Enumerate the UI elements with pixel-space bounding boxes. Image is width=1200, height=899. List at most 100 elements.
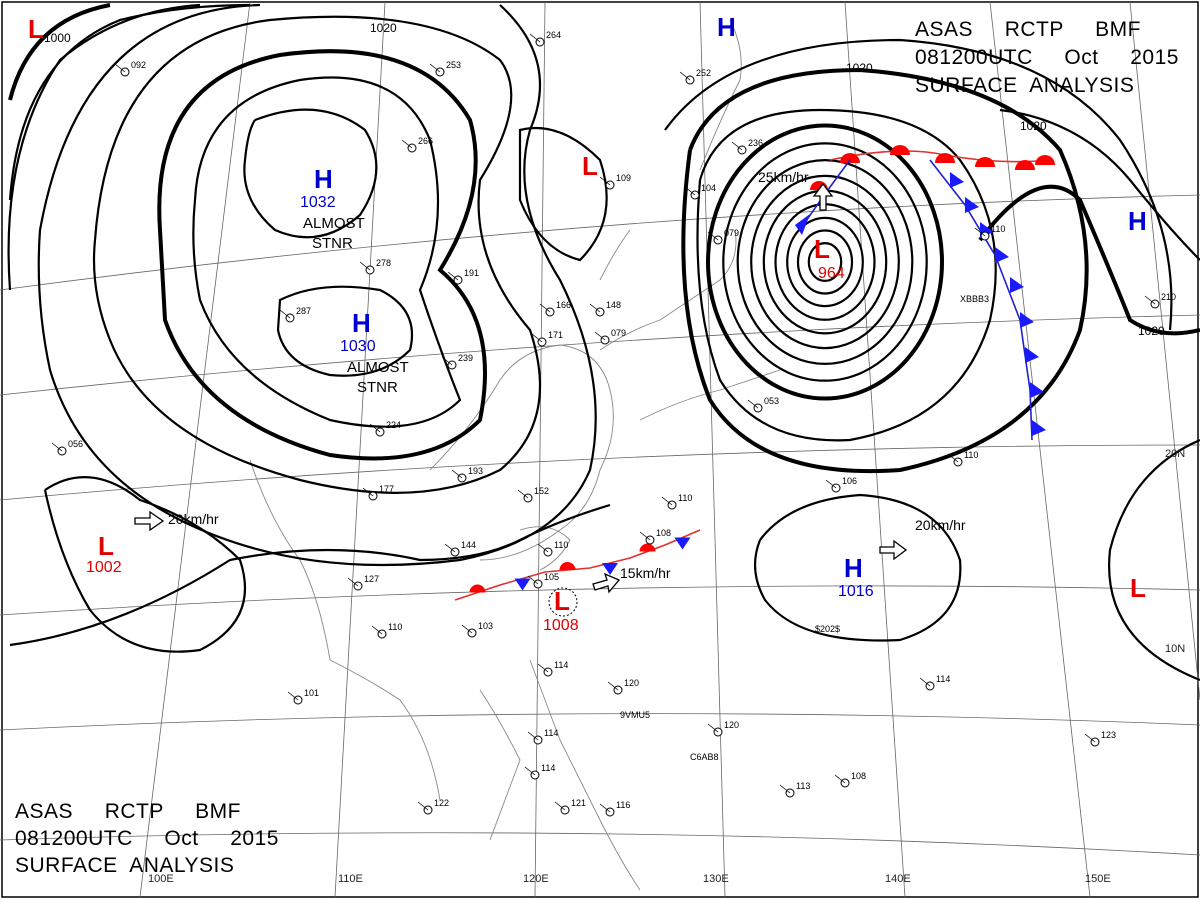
warm-front-symbol — [559, 562, 576, 570]
station-plot: 252 — [679, 68, 711, 85]
station-code: $202$ — [815, 624, 840, 634]
station-plot: 122 — [417, 798, 449, 815]
station-plots: 264 253 252 092 266 236 109 104 079 191 278 287 239 1… — [51, 30, 1176, 817]
cold-front-symbol — [1030, 382, 1044, 398]
station-pressure: 079 — [611, 328, 626, 338]
station-code: C6AB8 — [690, 752, 719, 762]
station-pressure: 122 — [434, 798, 449, 808]
wind-barb — [347, 577, 359, 587]
wind-barb — [444, 543, 456, 553]
isobar-line — [722, 142, 928, 382]
isobar-line — [807, 242, 843, 283]
station-plot: 224 — [369, 420, 401, 437]
station-pressure: 114 — [936, 674, 950, 684]
cold-front-symbol — [602, 563, 618, 575]
station-pressure: 127 — [364, 574, 379, 584]
station-pressure: 104 — [701, 183, 716, 193]
almost-stnr-line: STNR — [357, 379, 398, 396]
wind-barb — [554, 801, 566, 811]
station-pressure: 210 — [1161, 292, 1176, 302]
wind-barb — [834, 774, 846, 784]
wind-barb — [747, 399, 759, 409]
low-center-letter: L — [98, 531, 114, 561]
station-pressure: 278 — [376, 258, 391, 268]
wind-barb — [401, 139, 413, 149]
wind-barb — [279, 309, 291, 319]
station-pressure: 177 — [379, 484, 394, 494]
header-line: 081200UTC Oct 2015 — [15, 827, 279, 850]
station-plot: 114 — [524, 763, 555, 780]
stationary-notes: ALMOST STNR ALMOST STNR — [303, 215, 409, 396]
wind-barb — [661, 496, 673, 506]
isobar-line — [92, 15, 542, 494]
station-pressure: 239 — [458, 353, 473, 363]
station-pressure: 120 — [724, 720, 739, 730]
station-plot: 287 — [279, 306, 311, 323]
station-plot: 191 — [447, 268, 479, 285]
grid-labels: 100E 110E 120E 130E 140E 150E 20N 10N — [148, 448, 1185, 885]
wind-barb — [599, 176, 611, 186]
station-pressure: 152 — [534, 486, 549, 496]
isobar-line — [753, 493, 962, 642]
isobar-label: 1020 — [1138, 324, 1165, 338]
station-pressure: 110 — [388, 622, 402, 632]
motion-arrow-icon — [879, 539, 908, 561]
warm-front-symbol — [975, 157, 995, 167]
isobar-line — [37, 3, 597, 567]
motion-speed: 25km/hr — [758, 169, 809, 185]
station-plot: 079 — [594, 328, 626, 345]
motion-arrow-icon — [812, 182, 834, 211]
isobar-label: 1000 — [44, 31, 71, 45]
cold-front-symbol — [1010, 277, 1024, 293]
lon-label: 100E — [148, 873, 174, 885]
cold-front-symbol — [674, 537, 691, 550]
warm-front-symbol — [890, 145, 910, 155]
header-line: SURFACE ANALYSIS — [915, 74, 1134, 97]
station-plot: 114 — [919, 674, 950, 691]
low-center-value: 1002 — [86, 559, 122, 576]
wind-barb — [362, 487, 374, 497]
isobar-line — [9, 503, 611, 647]
station-pressure: 193 — [468, 466, 483, 476]
almost-stnr-line: ALMOST — [347, 359, 409, 376]
station-plot: 253 — [429, 60, 461, 77]
station-plot: 110 — [371, 622, 402, 639]
station-plot: 127 — [347, 574, 379, 591]
station-plot: 210 — [1144, 292, 1176, 309]
wind-barb — [417, 801, 429, 811]
station-pressure: 101 — [304, 688, 319, 698]
station-pressure: 121 — [571, 798, 586, 808]
station-plot: 113 — [779, 781, 810, 798]
station-plot: 239 — [441, 353, 473, 370]
cold-front-symbol — [514, 578, 531, 591]
isobar-line — [706, 123, 944, 401]
station-plot: 193 — [451, 466, 483, 483]
station-pressure: 236 — [748, 138, 763, 148]
high-center-value: 1032 — [300, 194, 336, 211]
motion-arrow-icon — [134, 510, 165, 532]
header-bottom-left: ASAS RCTP BMF 081200UTC Oct 2015 SURFACE… — [15, 800, 279, 877]
cold-front-symbol — [1032, 420, 1046, 436]
motion-speed: 20km/hr — [168, 511, 219, 527]
wind-barb — [517, 489, 529, 499]
wind-barb — [371, 625, 383, 635]
wind-barb — [825, 479, 837, 489]
lon-label: 150E — [1085, 873, 1111, 885]
station-plot: 108 — [639, 528, 671, 545]
low-center-letter: L — [582, 151, 598, 181]
high-center-letter: H — [1128, 206, 1147, 236]
almost-stnr-line: STNR — [312, 235, 353, 252]
station-pressure: 166 — [556, 300, 571, 310]
station-plot: 123 — [1084, 730, 1116, 747]
wind-barb — [451, 469, 463, 479]
station-plot: 110 — [974, 224, 1005, 241]
high-center-letter: H — [844, 553, 863, 583]
station-pressure: 287 — [296, 306, 311, 316]
wind-barb — [607, 681, 619, 691]
lon-label: 130E — [703, 873, 729, 885]
station-pressure: 113 — [796, 781, 810, 791]
header-top-right: ASAS RCTP BMF 081200UTC Oct 2015 SURFACE… — [915, 18, 1178, 97]
wind-barb — [589, 303, 601, 313]
